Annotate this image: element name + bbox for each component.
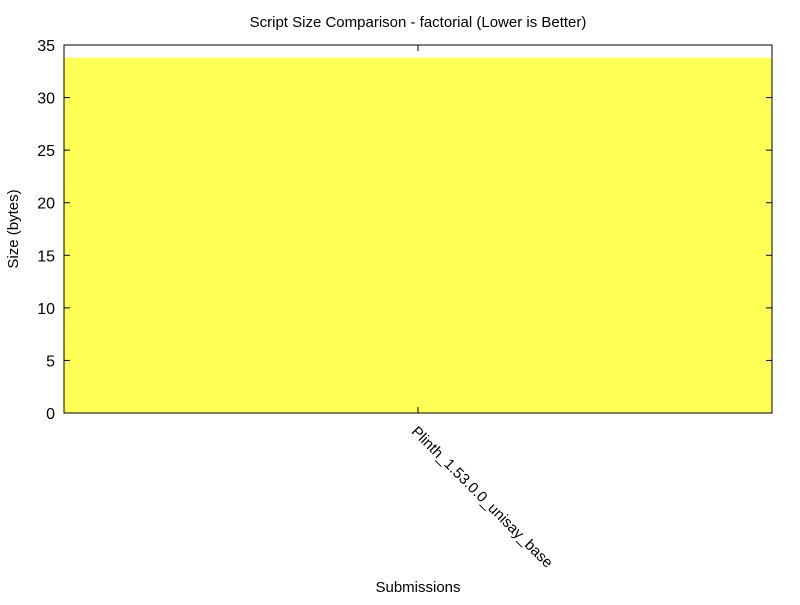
y-tick-label: 30	[37, 91, 55, 108]
chart-title: Script Size Comparison - factorial (Lowe…	[250, 14, 587, 31]
plot-frame	[63, 44, 773, 414]
y-axis-label: Size (bytes)	[5, 189, 22, 268]
y-tick-label: 0	[46, 406, 55, 423]
y-tick-label: 20	[37, 196, 55, 213]
y-tick-label: 35	[37, 38, 55, 55]
y-tick-label: 25	[37, 143, 55, 160]
bars-layer	[64, 57, 772, 414]
y-axis-ticks: 0 5 10 15 20 25 30 35	[37, 38, 772, 423]
y-tick-label: 5	[46, 353, 55, 370]
y-tick-label: 15	[37, 248, 55, 265]
bar-0	[64, 57, 772, 414]
y-tick-label: 10	[37, 301, 55, 318]
x-axis-label: Submissions	[375, 579, 460, 596]
x-tick-label: Plinth_1.53.0.0_unisay_base	[408, 423, 556, 571]
